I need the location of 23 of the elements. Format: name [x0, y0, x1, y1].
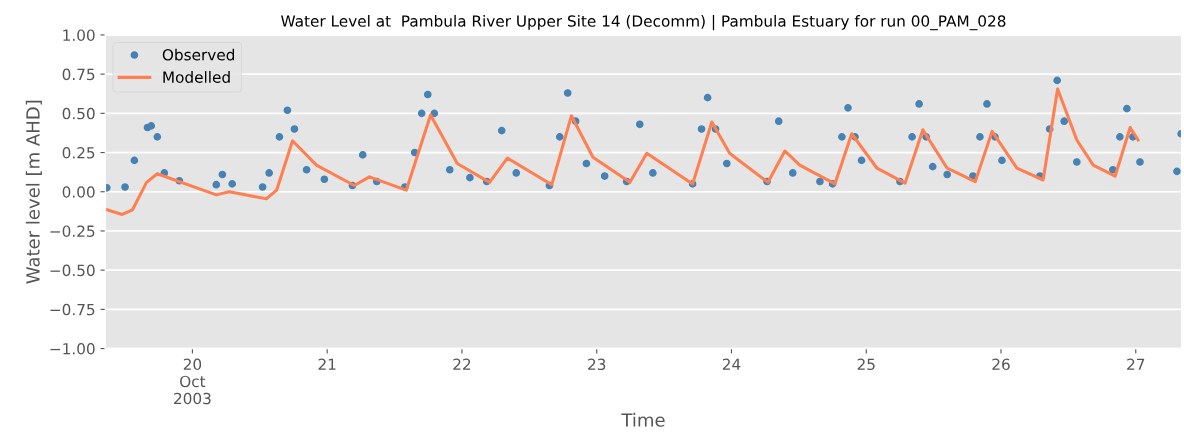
x-tick-label: 25 — [857, 358, 875, 371]
x-tick-label: 26 — [992, 358, 1010, 371]
x-tick-label: 23 — [588, 358, 606, 371]
x-tick-label: 20 Oct 2003 — [174, 358, 211, 405]
x-axis-title: Time — [621, 412, 665, 427]
chart-title: Water Level at Pambula River Upper Site 14 (Decomm) | Pambula Estuary for run 00_PAM_028 — [281, 14, 1006, 31]
y-tick-label: 0.25 — [62, 147, 95, 159]
y-tick-label: −0.25 — [50, 225, 95, 237]
y-tick-label: −1.00 — [50, 343, 95, 355]
legend-label: Observed — [162, 48, 235, 61]
y-tick-label: 0.50 — [62, 107, 95, 120]
legend-label: Modelled — [163, 71, 230, 83]
x-tick-label: 27 — [1127, 358, 1145, 370]
x-tick-label: 24 — [722, 358, 741, 370]
x-tick-label: 21 — [318, 358, 336, 370]
y-tick-label: 0.00 — [62, 186, 95, 198]
y-tick-label: 1.00 — [63, 29, 95, 41]
y-axis-title: Water level [m AHD] — [25, 100, 42, 284]
y-tick-label: −0.75 — [50, 303, 95, 316]
y-tick-label: 0.75 — [62, 68, 95, 81]
y-tick-label: −0.50 — [50, 264, 95, 277]
line-series — [105, 87, 1140, 217]
x-tick-label: 22 — [453, 358, 471, 370]
